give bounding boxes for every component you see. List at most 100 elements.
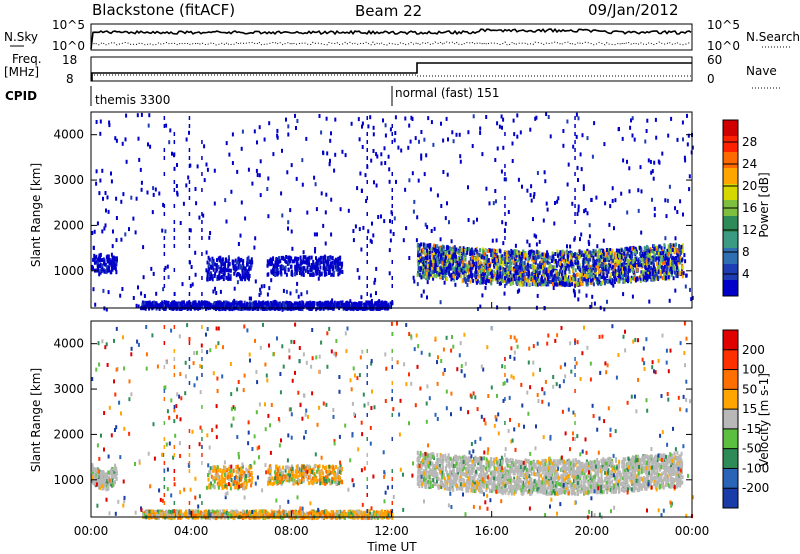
echo-cell xyxy=(216,266,219,271)
echo-cell xyxy=(237,305,240,309)
noise-cell xyxy=(552,286,555,290)
echo-cell xyxy=(557,276,560,281)
echo-cell xyxy=(563,283,566,288)
echo-cell xyxy=(499,259,502,264)
noise-cell xyxy=(103,226,106,231)
echo-cell xyxy=(328,265,331,270)
noise-cell xyxy=(288,256,291,261)
noise-cell xyxy=(614,198,617,203)
echo-cell xyxy=(430,262,433,267)
echo-cell xyxy=(310,305,312,310)
noise-cell xyxy=(287,226,289,231)
echo-cell xyxy=(672,262,675,267)
echo-cell xyxy=(330,272,333,277)
noise-cell xyxy=(674,236,677,241)
echo-cell xyxy=(519,273,522,278)
echo-cell xyxy=(461,270,464,275)
streak-cell xyxy=(504,172,506,176)
noise-cell xyxy=(569,244,572,249)
echo-cell xyxy=(553,265,556,270)
noise-cell xyxy=(124,137,127,142)
noise-cell xyxy=(496,146,499,151)
noise-cell xyxy=(387,154,390,159)
echo-cell xyxy=(327,260,330,265)
noise-cell xyxy=(664,198,667,203)
echo-cell xyxy=(522,249,525,254)
noise-cell xyxy=(282,288,285,293)
noise-cell xyxy=(376,154,379,159)
noise-cell xyxy=(411,117,414,121)
echo-cell xyxy=(598,270,601,275)
streak-cell xyxy=(201,220,203,224)
echo-cell xyxy=(425,271,428,276)
echo-cell xyxy=(544,270,547,275)
echo-cell xyxy=(307,270,310,275)
echo-cell xyxy=(660,255,663,259)
noise-cell xyxy=(614,268,617,273)
echo-cell xyxy=(339,268,342,273)
noise-cell xyxy=(546,207,549,212)
streak-cell xyxy=(574,148,576,152)
echo-cell xyxy=(428,266,431,271)
echo-cell xyxy=(101,263,104,268)
streak-cell xyxy=(574,140,576,144)
streak-cell xyxy=(173,132,176,136)
echo-cell xyxy=(254,301,257,305)
echo-cell xyxy=(631,247,634,251)
echo-cell xyxy=(643,275,646,280)
echo-cell xyxy=(501,265,504,270)
echo-cell xyxy=(513,277,516,282)
echo-cell xyxy=(485,274,488,279)
echo-cell xyxy=(310,255,313,260)
echo-cell xyxy=(673,260,676,265)
noise-cell xyxy=(623,251,626,256)
echo-cell xyxy=(531,278,534,283)
echo-cell xyxy=(679,256,682,261)
noise-cell xyxy=(373,180,375,185)
echo-cell xyxy=(506,258,509,263)
echo-cell xyxy=(501,274,503,279)
noise-cell xyxy=(459,159,462,164)
echo-cell xyxy=(437,255,440,260)
echo-cell xyxy=(310,272,313,277)
noise-cell xyxy=(661,151,664,156)
noise-cell xyxy=(502,117,505,122)
noise-cell xyxy=(115,216,118,220)
echo-cell xyxy=(446,259,449,264)
echo-cell xyxy=(465,264,467,269)
echo-cell xyxy=(681,265,684,270)
noise-cell xyxy=(640,189,643,194)
noise-cell xyxy=(323,254,326,259)
echo-cell xyxy=(604,258,607,263)
noise-cell xyxy=(173,166,176,171)
echo-cell xyxy=(243,300,246,305)
echo-cell xyxy=(527,256,530,261)
echo-cell xyxy=(522,267,525,271)
echo-cell xyxy=(335,260,338,265)
echo-cell xyxy=(544,280,547,285)
echo-cell xyxy=(667,272,670,277)
noise-cell xyxy=(352,238,355,243)
noise-cell xyxy=(449,263,452,268)
echo-cell xyxy=(608,251,611,256)
echo-cell xyxy=(239,306,241,311)
noise-cell xyxy=(369,115,372,120)
echo-cell xyxy=(675,262,678,267)
echo-cell xyxy=(536,282,539,287)
nsearch-tick-bottom: 10^0 xyxy=(707,39,740,53)
noise-cell xyxy=(424,222,427,227)
cpid-segment-1: themis 3300 xyxy=(95,93,170,107)
echo-cell xyxy=(640,270,643,275)
echo-cell xyxy=(218,270,221,275)
noise-cell xyxy=(233,286,236,291)
noise-cell xyxy=(389,238,392,243)
echo-cell xyxy=(587,274,590,279)
streak-cell xyxy=(504,252,506,256)
echo-cell xyxy=(241,270,244,275)
echo-cell xyxy=(614,263,617,268)
noise-cell xyxy=(411,171,414,176)
echo-cell xyxy=(320,260,323,265)
streak-cell xyxy=(504,276,506,280)
echo-cell xyxy=(317,258,320,263)
echo-cell xyxy=(676,265,678,270)
